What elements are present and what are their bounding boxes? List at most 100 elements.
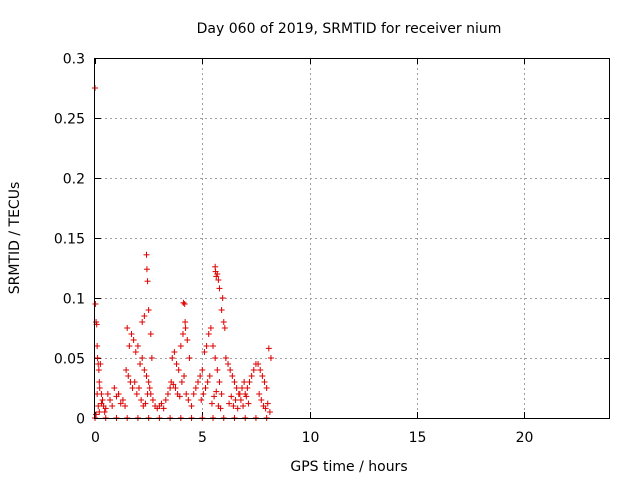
data-point: [214, 367, 221, 373]
data-point: [124, 325, 131, 331]
data-point: [184, 337, 191, 343]
data-point: [265, 345, 272, 352]
data-point: [142, 400, 149, 407]
data-point: [222, 355, 229, 361]
data-point: [111, 385, 118, 391]
data-points: [92, 85, 274, 421]
data-point: [208, 400, 215, 407]
data-point: [258, 397, 265, 403]
data-point: [216, 285, 223, 292]
data-point: [267, 355, 274, 361]
data-point: [221, 325, 228, 331]
data-point: [138, 397, 145, 403]
data-point: [195, 379, 201, 385]
data-point: [181, 301, 188, 307]
data-point: [158, 400, 165, 407]
data-point: [198, 397, 205, 403]
data-point: [145, 379, 152, 385]
data-point: [220, 319, 227, 325]
data-point: [259, 373, 266, 379]
data-point: [139, 319, 146, 325]
data-point: [146, 385, 153, 391]
data-point: [167, 385, 174, 391]
data-point: [125, 373, 132, 379]
data-point: [92, 301, 99, 307]
data-point: [137, 361, 144, 367]
data-point: [228, 393, 235, 400]
data-point: [263, 385, 270, 391]
data-point: [197, 373, 204, 379]
data-point: [96, 409, 103, 415]
data-point: [226, 400, 233, 407]
data-point: [175, 367, 182, 373]
data-point: [266, 409, 273, 415]
data-point: [205, 331, 212, 337]
data-point: [243, 393, 250, 400]
data-point: [207, 325, 214, 331]
data-point: [232, 397, 239, 403]
data-point: [225, 361, 232, 367]
data-point: [264, 400, 271, 407]
data-point: [126, 343, 133, 349]
plot-frame: [94, 58, 610, 419]
data-point: [134, 343, 141, 349]
data-point: [145, 307, 152, 313]
data-point: [160, 405, 167, 412]
data-point: [182, 319, 189, 325]
data-point: [172, 385, 179, 391]
data-point: [132, 349, 139, 355]
data-point: [246, 379, 253, 385]
data-point: [203, 343, 210, 349]
x-tick-label: 20: [516, 430, 534, 446]
data-point: [250, 367, 257, 373]
y-tick-label: 0.15: [54, 232, 85, 248]
data-point: [210, 343, 217, 349]
data-point: [141, 367, 148, 373]
data-point: [218, 307, 225, 313]
data-point: [144, 278, 151, 285]
data-point: [179, 331, 186, 337]
data-point: [257, 367, 264, 373]
data-point: [262, 405, 269, 412]
data-point: [139, 355, 146, 361]
data-point: [245, 400, 252, 407]
data-point: [219, 295, 226, 301]
x-tick-label: 0: [91, 430, 100, 446]
data-point: [183, 391, 190, 397]
x-axis-label: GPS time / hours: [290, 459, 407, 475]
data-point: [248, 373, 255, 379]
axis-ticks: 0 0.05 0.1 0.15 0.2 0.25 0.3 0 5 10 15 20: [54, 52, 610, 446]
data-point: [211, 393, 218, 400]
data-point: [149, 397, 156, 403]
data-point: [131, 379, 138, 385]
data-point: [177, 343, 184, 349]
data-point: [95, 367, 102, 373]
data-point: [147, 331, 154, 337]
data-point: [216, 379, 223, 385]
data-point: [144, 391, 151, 397]
data-point: [98, 400, 105, 407]
data-point: [97, 361, 104, 367]
data-point: [180, 299, 187, 306]
y-axis-label: SRMTID / TECUs: [7, 182, 23, 295]
data-point: [94, 343, 101, 349]
data-point: [241, 379, 248, 385]
data-point: [186, 355, 193, 361]
y-tick-label: 0.1: [63, 292, 85, 308]
data-point: [238, 385, 245, 391]
data-point: [200, 391, 207, 397]
data-point: [215, 277, 222, 283]
data-point: [95, 403, 102, 409]
data-point: [244, 385, 251, 391]
data-point: [117, 400, 124, 407]
data-point: [176, 393, 183, 400]
data-point: [96, 385, 103, 391]
data-point: [227, 367, 234, 373]
y-tick-label: 0: [76, 412, 85, 428]
data-point: [102, 405, 109, 412]
data-point: [115, 391, 122, 397]
data-point: [212, 355, 219, 361]
data-point: [204, 379, 211, 385]
data-point: [164, 391, 171, 397]
x-tick-label: 15: [409, 430, 427, 446]
